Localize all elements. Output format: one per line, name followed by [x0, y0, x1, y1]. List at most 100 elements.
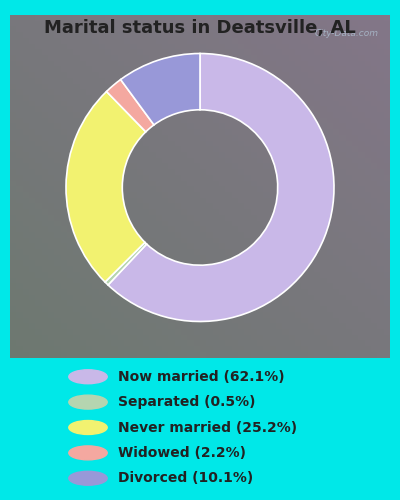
Bar: [143, 204, 149, 209]
Bar: [282, 289, 289, 294]
Bar: [377, 284, 384, 289]
Bar: [29, 226, 35, 232]
Bar: [301, 180, 308, 186]
Bar: [42, 278, 48, 283]
Bar: [213, 89, 219, 95]
Bar: [206, 84, 213, 89]
Bar: [54, 124, 61, 129]
Bar: [175, 72, 181, 78]
Bar: [263, 312, 270, 318]
Bar: [238, 272, 244, 278]
Bar: [124, 226, 130, 232]
Bar: [251, 32, 257, 38]
Wedge shape: [108, 54, 334, 322]
Bar: [61, 318, 67, 324]
Bar: [175, 164, 181, 169]
Bar: [371, 192, 377, 198]
Bar: [384, 32, 390, 38]
Bar: [295, 106, 301, 112]
Bar: [346, 244, 352, 249]
Bar: [10, 95, 16, 100]
Bar: [257, 106, 263, 112]
Bar: [137, 329, 143, 334]
Bar: [143, 324, 149, 329]
Bar: [308, 318, 314, 324]
Bar: [194, 44, 200, 50]
Bar: [73, 50, 80, 55]
Bar: [162, 226, 168, 232]
Bar: [282, 72, 289, 78]
Bar: [86, 129, 92, 135]
Bar: [352, 44, 358, 50]
Bar: [327, 198, 333, 203]
Bar: [35, 84, 42, 89]
Bar: [301, 192, 308, 198]
Bar: [194, 306, 200, 312]
Bar: [48, 346, 54, 352]
Bar: [194, 55, 200, 60]
Bar: [377, 306, 384, 312]
Bar: [244, 334, 251, 340]
Bar: [289, 346, 295, 352]
Bar: [130, 118, 137, 124]
Bar: [35, 278, 42, 283]
Bar: [219, 129, 225, 135]
Bar: [42, 334, 48, 340]
Bar: [251, 129, 257, 135]
Bar: [92, 124, 99, 129]
Bar: [352, 186, 358, 192]
Bar: [10, 204, 16, 209]
Bar: [137, 306, 143, 312]
Bar: [314, 124, 320, 129]
Bar: [200, 124, 206, 129]
Bar: [137, 66, 143, 72]
Bar: [118, 100, 124, 106]
Bar: [67, 44, 73, 50]
Bar: [92, 204, 99, 209]
Bar: [194, 284, 200, 289]
Bar: [251, 306, 257, 312]
Bar: [54, 294, 61, 300]
Bar: [206, 300, 213, 306]
Bar: [263, 55, 270, 60]
Bar: [54, 340, 61, 346]
Bar: [346, 318, 352, 324]
Bar: [86, 180, 92, 186]
Bar: [352, 78, 358, 84]
Bar: [333, 294, 339, 300]
Bar: [10, 164, 16, 169]
Bar: [156, 340, 162, 346]
Bar: [282, 226, 289, 232]
Bar: [67, 192, 73, 198]
Bar: [314, 175, 320, 180]
Bar: [175, 329, 181, 334]
Bar: [206, 55, 213, 60]
Bar: [295, 164, 301, 169]
Bar: [42, 55, 48, 60]
Bar: [346, 95, 352, 100]
Bar: [99, 158, 105, 164]
Bar: [187, 140, 194, 146]
Bar: [73, 294, 80, 300]
Bar: [194, 220, 200, 226]
Bar: [73, 220, 80, 226]
Bar: [67, 306, 73, 312]
Bar: [358, 146, 365, 152]
Bar: [187, 50, 194, 55]
Bar: [377, 158, 384, 164]
Bar: [276, 175, 282, 180]
Bar: [276, 55, 282, 60]
Bar: [206, 26, 213, 32]
Bar: [200, 244, 206, 249]
Bar: [54, 26, 61, 32]
Bar: [225, 306, 232, 312]
Bar: [111, 26, 118, 32]
Bar: [238, 135, 244, 140]
Bar: [73, 260, 80, 266]
Bar: [270, 260, 276, 266]
Bar: [320, 20, 327, 26]
Bar: [282, 300, 289, 306]
Bar: [54, 89, 61, 95]
Bar: [365, 129, 371, 135]
Bar: [111, 198, 118, 203]
